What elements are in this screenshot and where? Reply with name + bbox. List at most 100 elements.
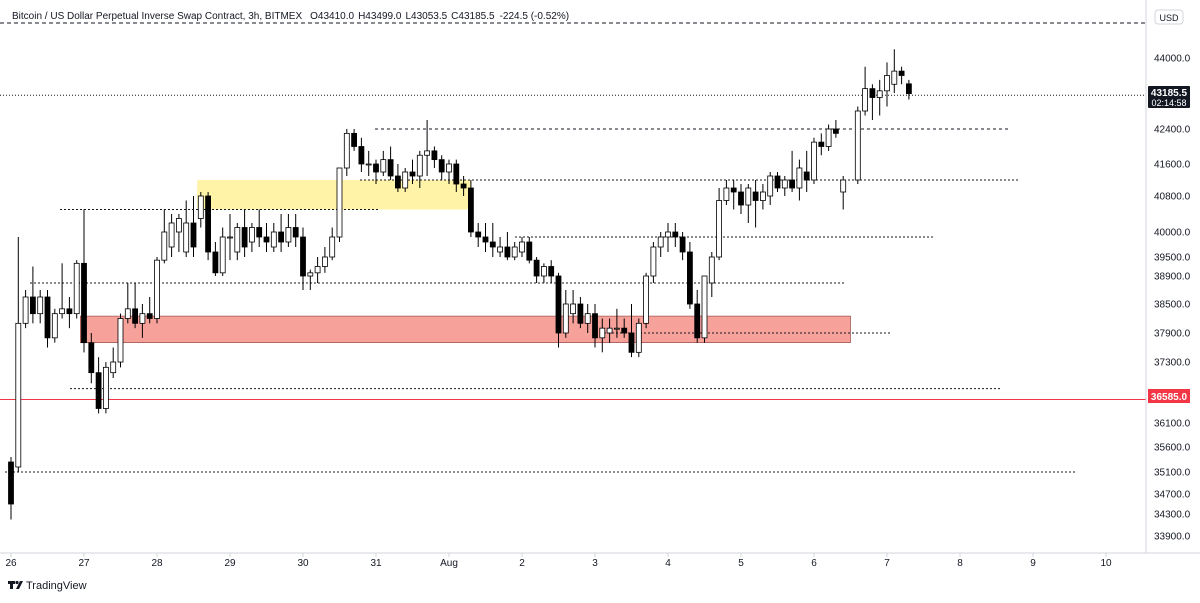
candle[interactable] [526,237,533,264]
supply-zone[interactable] [197,180,471,210]
candle[interactable] [708,252,715,297]
candle[interactable] [117,313,124,368]
candle[interactable] [387,146,394,181]
candle[interactable] [650,242,657,283]
candle[interactable] [657,232,664,257]
candle[interactable] [621,318,628,338]
candle[interactable] [15,237,22,472]
candle[interactable] [884,62,890,107]
candle[interactable] [570,290,576,324]
candle[interactable] [803,150,810,192]
candle[interactable] [555,272,562,348]
candle[interactable] [635,318,642,358]
candle[interactable] [300,227,306,291]
candle[interactable] [29,266,36,324]
candle[interactable] [482,223,489,252]
candle[interactable] [825,124,832,151]
candle[interactable] [373,159,379,184]
candle[interactable] [44,290,51,348]
candle[interactable] [197,192,204,228]
candle[interactable] [219,227,226,277]
candle[interactable] [869,84,876,120]
candle[interactable] [862,66,868,116]
candle[interactable] [292,214,299,247]
candle[interactable] [22,290,29,329]
candle[interactable] [59,263,65,319]
candle[interactable] [270,223,277,252]
candle[interactable] [475,223,482,247]
demand-zone[interactable] [80,315,851,343]
candle[interactable] [504,232,511,261]
candle[interactable] [446,159,452,184]
candle[interactable] [533,257,540,283]
tradingview-logo[interactable]: TradingView [8,580,87,592]
candle[interactable] [891,49,898,93]
candle[interactable] [796,159,803,201]
candle[interactable] [760,184,766,210]
candle[interactable] [811,137,817,184]
candle[interactable] [548,260,555,283]
candle[interactable] [679,232,686,261]
candle[interactable] [789,150,795,192]
candle[interactable] [139,304,146,338]
candle[interactable] [592,304,598,348]
candle[interactable] [511,242,518,261]
candle[interactable] [723,180,730,205]
candle[interactable] [380,150,387,176]
candle[interactable] [424,120,431,176]
candle[interactable] [73,260,80,319]
candle[interactable] [88,333,95,384]
candle[interactable] [124,283,131,324]
candle[interactable] [599,318,606,353]
candle[interactable] [234,223,241,261]
candle[interactable] [643,272,649,329]
symbol-legend[interactable]: Bitcoin / US Dollar Perpetual Inverse Sw… [12,11,569,22]
candle[interactable] [365,150,372,176]
candle[interactable] [694,290,701,343]
candle[interactable] [584,304,591,333]
candle[interactable] [541,263,547,283]
candle[interactable] [606,318,613,343]
candle[interactable] [767,172,774,205]
candle[interactable] [110,347,117,379]
candle[interactable] [212,242,219,276]
candle[interactable] [738,184,744,214]
candle[interactable] [701,275,708,343]
candle[interactable] [752,180,759,228]
candle[interactable] [175,214,182,252]
candle[interactable] [876,79,883,116]
candle[interactable] [146,297,153,324]
alert-price-tag[interactable]: 36585.0 [1148,389,1190,403]
candle[interactable] [241,209,248,258]
candle[interactable] [351,129,358,151]
candle[interactable] [285,214,292,247]
candle[interactable] [519,237,525,257]
candle[interactable] [467,180,474,237]
time-axis[interactable]: 26 27 28 29 30 31 Aug 2 3 4 5 6 7 8 9 10 [0,552,1200,569]
candle[interactable] [409,159,416,184]
candle[interactable] [321,247,328,273]
candle[interactable] [840,176,847,210]
candle[interactable] [190,196,197,257]
candle[interactable] [66,297,73,329]
candle[interactable] [358,137,365,172]
candle[interactable] [898,66,905,85]
candle[interactable] [336,167,343,242]
candle[interactable] [263,223,270,252]
candle[interactable] [416,150,423,188]
candle[interactable] [489,223,496,257]
candle[interactable] [307,269,314,290]
candle[interactable] [774,172,781,192]
candle[interactable] [394,164,401,192]
candle[interactable] [227,214,233,261]
candle[interactable] [103,362,109,414]
candle[interactable] [562,290,569,338]
candle[interactable] [672,223,679,247]
candle[interactable] [497,237,504,257]
candle[interactable] [833,120,839,138]
candle[interactable] [168,214,175,257]
candle[interactable] [453,159,460,192]
candle[interactable] [51,308,58,343]
